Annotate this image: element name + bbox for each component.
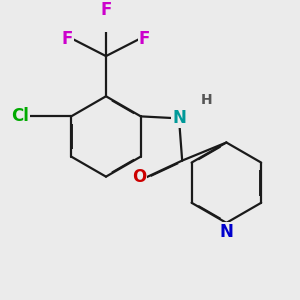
- Text: O: O: [132, 169, 146, 187]
- Text: N: N: [220, 223, 233, 241]
- Text: N: N: [172, 110, 186, 128]
- Text: Cl: Cl: [11, 107, 29, 125]
- Text: F: F: [139, 30, 150, 48]
- Text: H: H: [201, 93, 213, 107]
- Text: F: F: [62, 30, 73, 48]
- Text: F: F: [100, 1, 112, 19]
